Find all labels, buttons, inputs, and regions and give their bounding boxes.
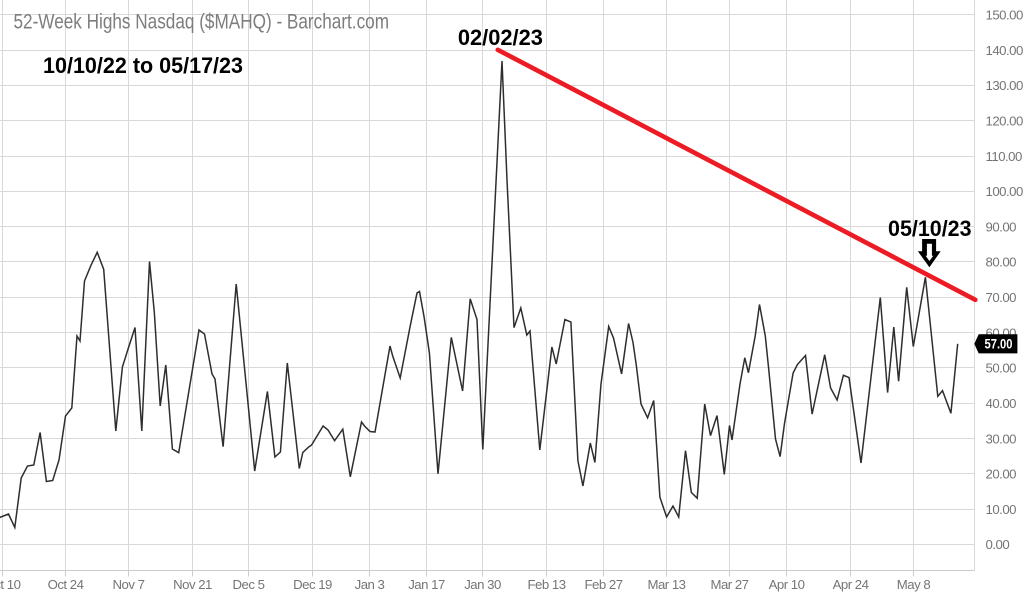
svg-text:02/02/23: 02/02/23 [458,25,543,50]
svg-text:Jan 3: Jan 3 [355,577,385,592]
svg-text:110.00: 110.00 [986,149,1023,164]
svg-text:Apr 10: Apr 10 [769,577,805,592]
svg-text:10/10/22 to 05/17/23: 10/10/22 to 05/17/23 [43,53,243,78]
svg-text:Jan 30: Jan 30 [464,577,501,592]
svg-text:52-Week Highs Nasdaq ($MAHQ) -: 52-Week Highs Nasdaq ($MAHQ) - Barchart.… [14,11,390,34]
svg-text:Jan 17: Jan 17 [408,577,445,592]
svg-text:Mar 27: Mar 27 [710,577,748,592]
svg-text:Dec 19: Dec 19 [293,577,332,592]
svg-text:Nov 21: Nov 21 [173,577,212,592]
svg-text:130.00: 130.00 [986,78,1024,93]
svg-text:Oct 24: Oct 24 [48,577,84,592]
svg-text:Apr 24: Apr 24 [833,577,869,592]
svg-text:70.00: 70.00 [986,290,1017,305]
svg-text:30.00: 30.00 [986,431,1017,446]
svg-text:50.00: 50.00 [986,361,1017,376]
svg-text:100.00: 100.00 [986,184,1024,199]
svg-text:0.00: 0.00 [986,537,1010,552]
svg-text:10.00: 10.00 [986,502,1017,517]
svg-text:57.00: 57.00 [985,336,1013,351]
svg-text:Feb 13: Feb 13 [527,577,565,592]
svg-text:Mar 13: Mar 13 [647,577,685,592]
svg-text:120.00: 120.00 [986,114,1024,129]
svg-text:80.00: 80.00 [986,255,1017,270]
svg-text:May 8: May 8 [897,577,931,592]
svg-text:150.00: 150.00 [986,8,1024,23]
svg-text:05/10/23: 05/10/23 [888,216,972,241]
svg-text:Dec 5: Dec 5 [233,577,265,592]
svg-text:20.00: 20.00 [986,467,1017,482]
svg-text:Oct 10: Oct 10 [0,577,21,592]
svg-text:Nov 7: Nov 7 [113,577,145,592]
svg-text:90.00: 90.00 [986,219,1017,234]
svg-text:40.00: 40.00 [986,396,1017,411]
svg-text:140.00: 140.00 [986,43,1024,58]
svg-text:Feb 27: Feb 27 [584,577,622,592]
